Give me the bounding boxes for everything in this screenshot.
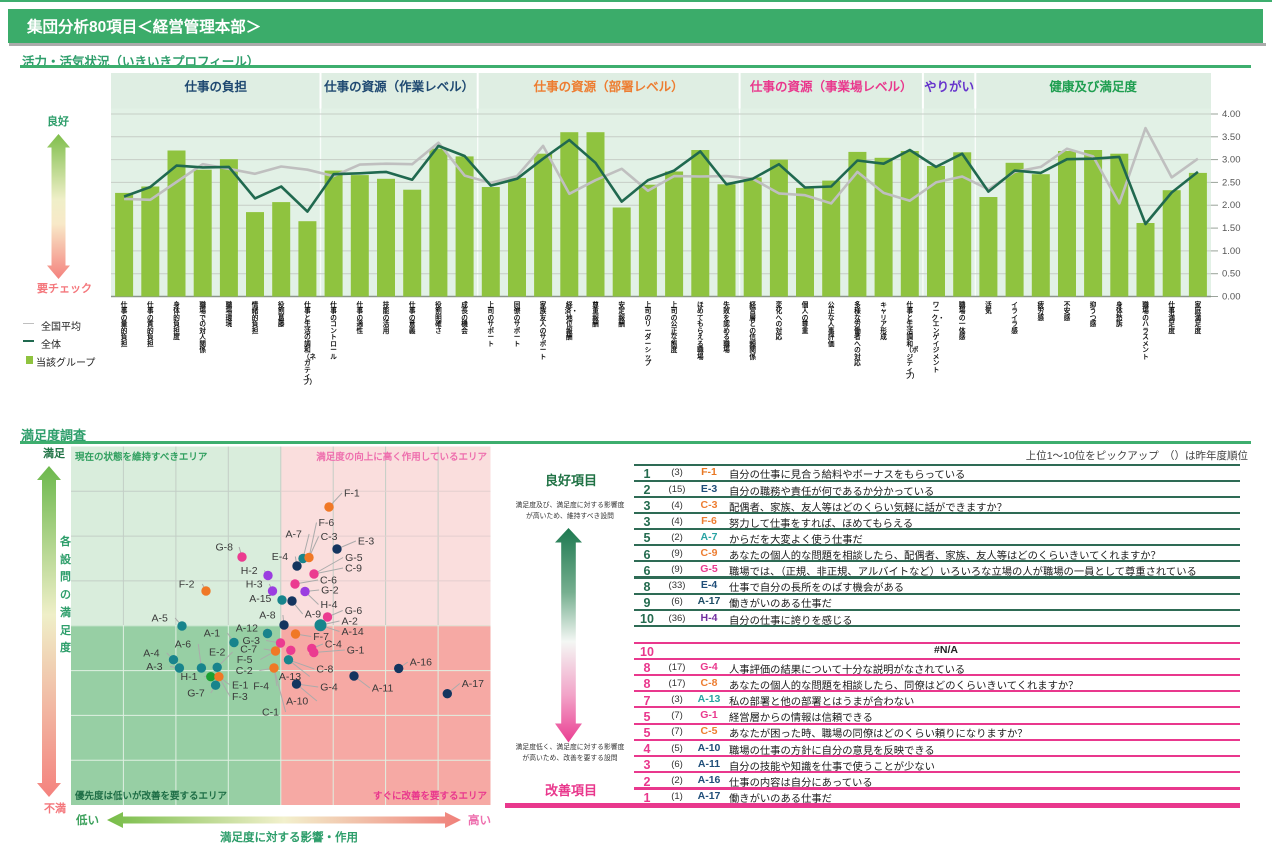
svg-text:A-9: A-9 (305, 609, 322, 621)
svg-text:A-4: A-4 (143, 648, 160, 660)
svg-text:0.50: 0.50 (1222, 269, 1241, 280)
svg-text:E-1: E-1 (232, 680, 249, 692)
svg-text:4.00: 4.00 (1222, 109, 1241, 120)
svg-text:E-4: E-4 (272, 551, 289, 563)
svg-text:H-4: H-4 (321, 599, 338, 611)
svg-text:A-6: A-6 (175, 639, 192, 651)
svg-text:仕事の資源（事業場レベル）: 仕事の資源（事業場レベル） (749, 79, 913, 94)
svg-text:2.50: 2.50 (1222, 177, 1241, 188)
svg-text:2.00: 2.00 (1222, 200, 1241, 211)
svg-text:A-8: A-8 (259, 610, 276, 622)
svg-text:仕事の資源（作業レベル）: 仕事の資源（作業レベル） (323, 79, 474, 94)
svg-text:F-3: F-3 (232, 691, 248, 703)
svg-text:0.00: 0.00 (1222, 292, 1241, 303)
svg-text:G-7: G-7 (187, 688, 205, 700)
svg-text:H-2: H-2 (241, 565, 258, 577)
svg-text:3.00: 3.00 (1222, 155, 1241, 166)
svg-text:G-8: G-8 (216, 542, 234, 554)
svg-text:H-1: H-1 (181, 671, 198, 683)
svg-text:やりがい: やりがい (924, 79, 974, 94)
svg-text:A-14: A-14 (342, 626, 364, 638)
svg-text:G-1: G-1 (347, 645, 365, 657)
svg-text:A-13: A-13 (279, 671, 301, 683)
svg-text:仕事の負担: 仕事の負担 (184, 79, 248, 94)
svg-text:A-10: A-10 (286, 696, 308, 708)
svg-text:C-8: C-8 (316, 664, 333, 676)
svg-text:A-17: A-17 (462, 678, 484, 690)
svg-text:A-7: A-7 (286, 529, 303, 541)
svg-text:G-2: G-2 (321, 585, 339, 597)
svg-text:C-4: C-4 (325, 639, 342, 651)
svg-text:A-16: A-16 (410, 657, 432, 669)
svg-text:F-6: F-6 (319, 517, 335, 529)
svg-text:F-4: F-4 (253, 681, 269, 693)
svg-text:G-3: G-3 (243, 635, 261, 647)
svg-text:C-6: C-6 (320, 575, 337, 587)
svg-text:C-3: C-3 (321, 531, 338, 543)
svg-text:G-5: G-5 (345, 552, 363, 564)
svg-text:1.00: 1.00 (1222, 246, 1241, 257)
svg-text:F-1: F-1 (344, 488, 360, 500)
svg-text:C-1: C-1 (262, 707, 279, 719)
svg-text:C-2: C-2 (236, 665, 253, 677)
svg-text:F-7: F-7 (313, 631, 329, 643)
svg-text:仕事の資源（部署レベル）: 仕事の資源（部署レベル） (533, 79, 684, 94)
svg-text:E-2: E-2 (209, 647, 226, 659)
svg-text:F-5: F-5 (237, 654, 253, 666)
svg-text:健康及び満足度: 健康及び満足度 (1049, 79, 1137, 94)
svg-text:H-3: H-3 (246, 579, 263, 591)
svg-text:G-4: G-4 (320, 682, 338, 694)
svg-text:E-3: E-3 (358, 536, 375, 548)
svg-text:G-6: G-6 (345, 605, 363, 617)
svg-text:F-2: F-2 (179, 579, 195, 591)
svg-text:C-7: C-7 (240, 644, 257, 656)
svg-text:C-9: C-9 (345, 563, 362, 575)
svg-text:A-3: A-3 (146, 661, 163, 673)
svg-text:1.50: 1.50 (1222, 223, 1241, 234)
svg-text:A-11: A-11 (372, 683, 394, 695)
svg-text:A-5: A-5 (152, 613, 169, 625)
svg-text:3.50: 3.50 (1222, 132, 1241, 143)
svg-text:A-15: A-15 (249, 593, 271, 605)
svg-text:A-1: A-1 (204, 628, 221, 640)
svg-text:A-12: A-12 (236, 623, 258, 635)
svg-text:A-2: A-2 (342, 616, 359, 628)
